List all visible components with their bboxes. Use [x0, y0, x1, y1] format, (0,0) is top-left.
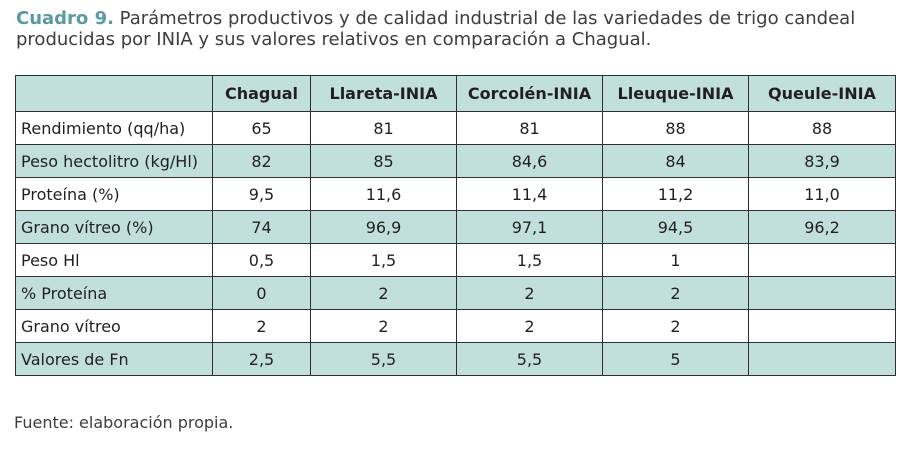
caption-label: Cuadro 9. [16, 8, 114, 29]
table-row: Peso Hl 0,5 1,5 1,5 1 [15, 243, 896, 277]
table-cell: 11,4 [456, 177, 603, 211]
row-label: Peso Hl [15, 243, 213, 277]
table-cell: 0 [212, 276, 311, 310]
table-row: Valores de Fn 2,5 5,5 5,5 5 [15, 342, 896, 376]
table-cell: 2 [456, 309, 603, 343]
source-note: Fuente: elaboración propia. [14, 413, 234, 432]
row-label: Rendimiento (qq/ha) [15, 111, 213, 145]
table-cell: 88 [748, 111, 896, 145]
table-cell: 2 [212, 309, 311, 343]
header-cell-queule: Queule-INIA [748, 75, 896, 112]
table-cell: 11,0 [748, 177, 896, 211]
row-label: Valores de Fn [15, 342, 213, 376]
table-cell: 0,5 [212, 243, 311, 277]
table-cell: 65 [212, 111, 311, 145]
table-cell: 1,5 [456, 243, 603, 277]
table-cell: 81 [456, 111, 603, 145]
table-cell: 2,5 [212, 342, 311, 376]
table-cell: 2 [456, 276, 603, 310]
table-cell: 94,5 [602, 210, 749, 244]
table-cell: 1 [602, 243, 749, 277]
table-cell: 5,5 [310, 342, 457, 376]
table-cell: 11,2 [602, 177, 749, 211]
table-cell: 81 [310, 111, 457, 145]
table-cell: 9,5 [212, 177, 311, 211]
table-cell: 11,6 [310, 177, 457, 211]
table-cell: 97,1 [456, 210, 603, 244]
row-label: Grano vítreo (%) [15, 210, 213, 244]
row-label: % Proteína [15, 276, 213, 310]
table-cell: 84 [602, 144, 749, 178]
data-table: Chagual Llareta-INIA Corcolén-INIA Lleuq… [15, 75, 896, 376]
table-cell [748, 243, 896, 277]
table-cell: 82 [212, 144, 311, 178]
table-row: Peso hectolitro (kg/Hl) 82 85 84,6 84 83… [15, 144, 896, 178]
table-cell: 2 [602, 276, 749, 310]
table-cell: 85 [310, 144, 457, 178]
table-cell: 5,5 [456, 342, 603, 376]
row-label: Proteína (%) [15, 177, 213, 211]
header-row: Chagual Llareta-INIA Corcolén-INIA Lleuq… [15, 75, 896, 112]
table-cell: 83,9 [748, 144, 896, 178]
table-caption: Cuadro 9. Parámetros productivos y de ca… [16, 8, 906, 50]
table-cell [748, 276, 896, 310]
table-cell: 84,6 [456, 144, 603, 178]
table-row: Proteína (%) 9,5 11,6 11,4 11,2 11,0 [15, 177, 896, 211]
header-cell-llareta: Llareta-INIA [310, 75, 457, 112]
table-row: Grano vítreo 2 2 2 2 [15, 309, 896, 343]
caption-text: Parámetros productivos y de calidad indu… [16, 8, 856, 50]
table-cell: 5 [602, 342, 749, 376]
header-cell-corcolen: Corcolén-INIA [456, 75, 603, 112]
table-cell: 96,9 [310, 210, 457, 244]
table-cell: 88 [602, 111, 749, 145]
header-cell-chagual: Chagual [212, 75, 311, 112]
table-cell: 2 [310, 276, 457, 310]
row-label: Peso hectolitro (kg/Hl) [15, 144, 213, 178]
header-cell-lleuque: Lleuque-INIA [602, 75, 749, 112]
table-row: % Proteína 0 2 2 2 [15, 276, 896, 310]
table-cell [748, 309, 896, 343]
table-cell: 2 [602, 309, 749, 343]
table-cell: 1,5 [310, 243, 457, 277]
table-row: Rendimiento (qq/ha) 65 81 81 88 88 [15, 111, 896, 145]
table-cell: 74 [212, 210, 311, 244]
row-label: Grano vítreo [15, 309, 213, 343]
header-cell-empty [15, 75, 213, 112]
table-cell: 96,2 [748, 210, 896, 244]
table-row: Grano vítreo (%) 74 96,9 97,1 94,5 96,2 [15, 210, 896, 244]
table-cell [748, 342, 896, 376]
table-cell: 2 [310, 309, 457, 343]
